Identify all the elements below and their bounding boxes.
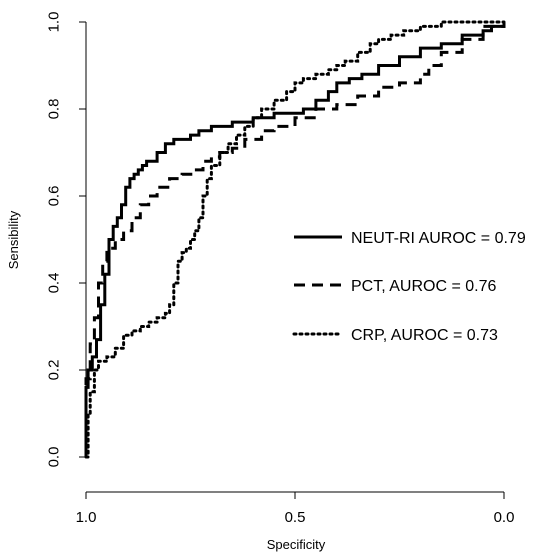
x-axis-label: Specificity	[267, 537, 326, 552]
legend-label: PCT, AUROC = 0.76	[351, 278, 496, 295]
ticks: 0.0 0.2 0.4 0.6 0.8 1.0 1.0 0.5 0.0	[45, 12, 514, 526]
x-tick-label: 0.5	[285, 509, 306, 526]
y-axis-label: Sensibility	[6, 210, 21, 269]
legend: NEUT-RI AUROC = 0.79 PCT, AUROC = 0.76 CRP…	[292, 230, 526, 344]
x-tick-label: 0.0	[494, 509, 515, 526]
series-line-dashed	[84, 22, 506, 457]
y-tick-label: 0.2	[45, 360, 62, 381]
y-tick-label: 0.8	[45, 99, 62, 120]
x-tick-label: 1.0	[76, 509, 97, 526]
legend-label: NEUT-RI AUROC = 0.79	[351, 230, 526, 247]
series-line-dotted	[84, 20, 506, 459]
axes	[85, 22, 504, 493]
series-layer	[84, 20, 506, 459]
y-tick-label: 0.6	[45, 186, 62, 207]
y-tick-label: 0.4	[45, 273, 62, 294]
series-line-solid	[84, 22, 506, 457]
y-tick-label: 1.0	[45, 12, 62, 33]
legend-label: CRP, AUROC = 0.73	[351, 327, 498, 344]
y-tick-label: 0.0	[45, 447, 62, 468]
